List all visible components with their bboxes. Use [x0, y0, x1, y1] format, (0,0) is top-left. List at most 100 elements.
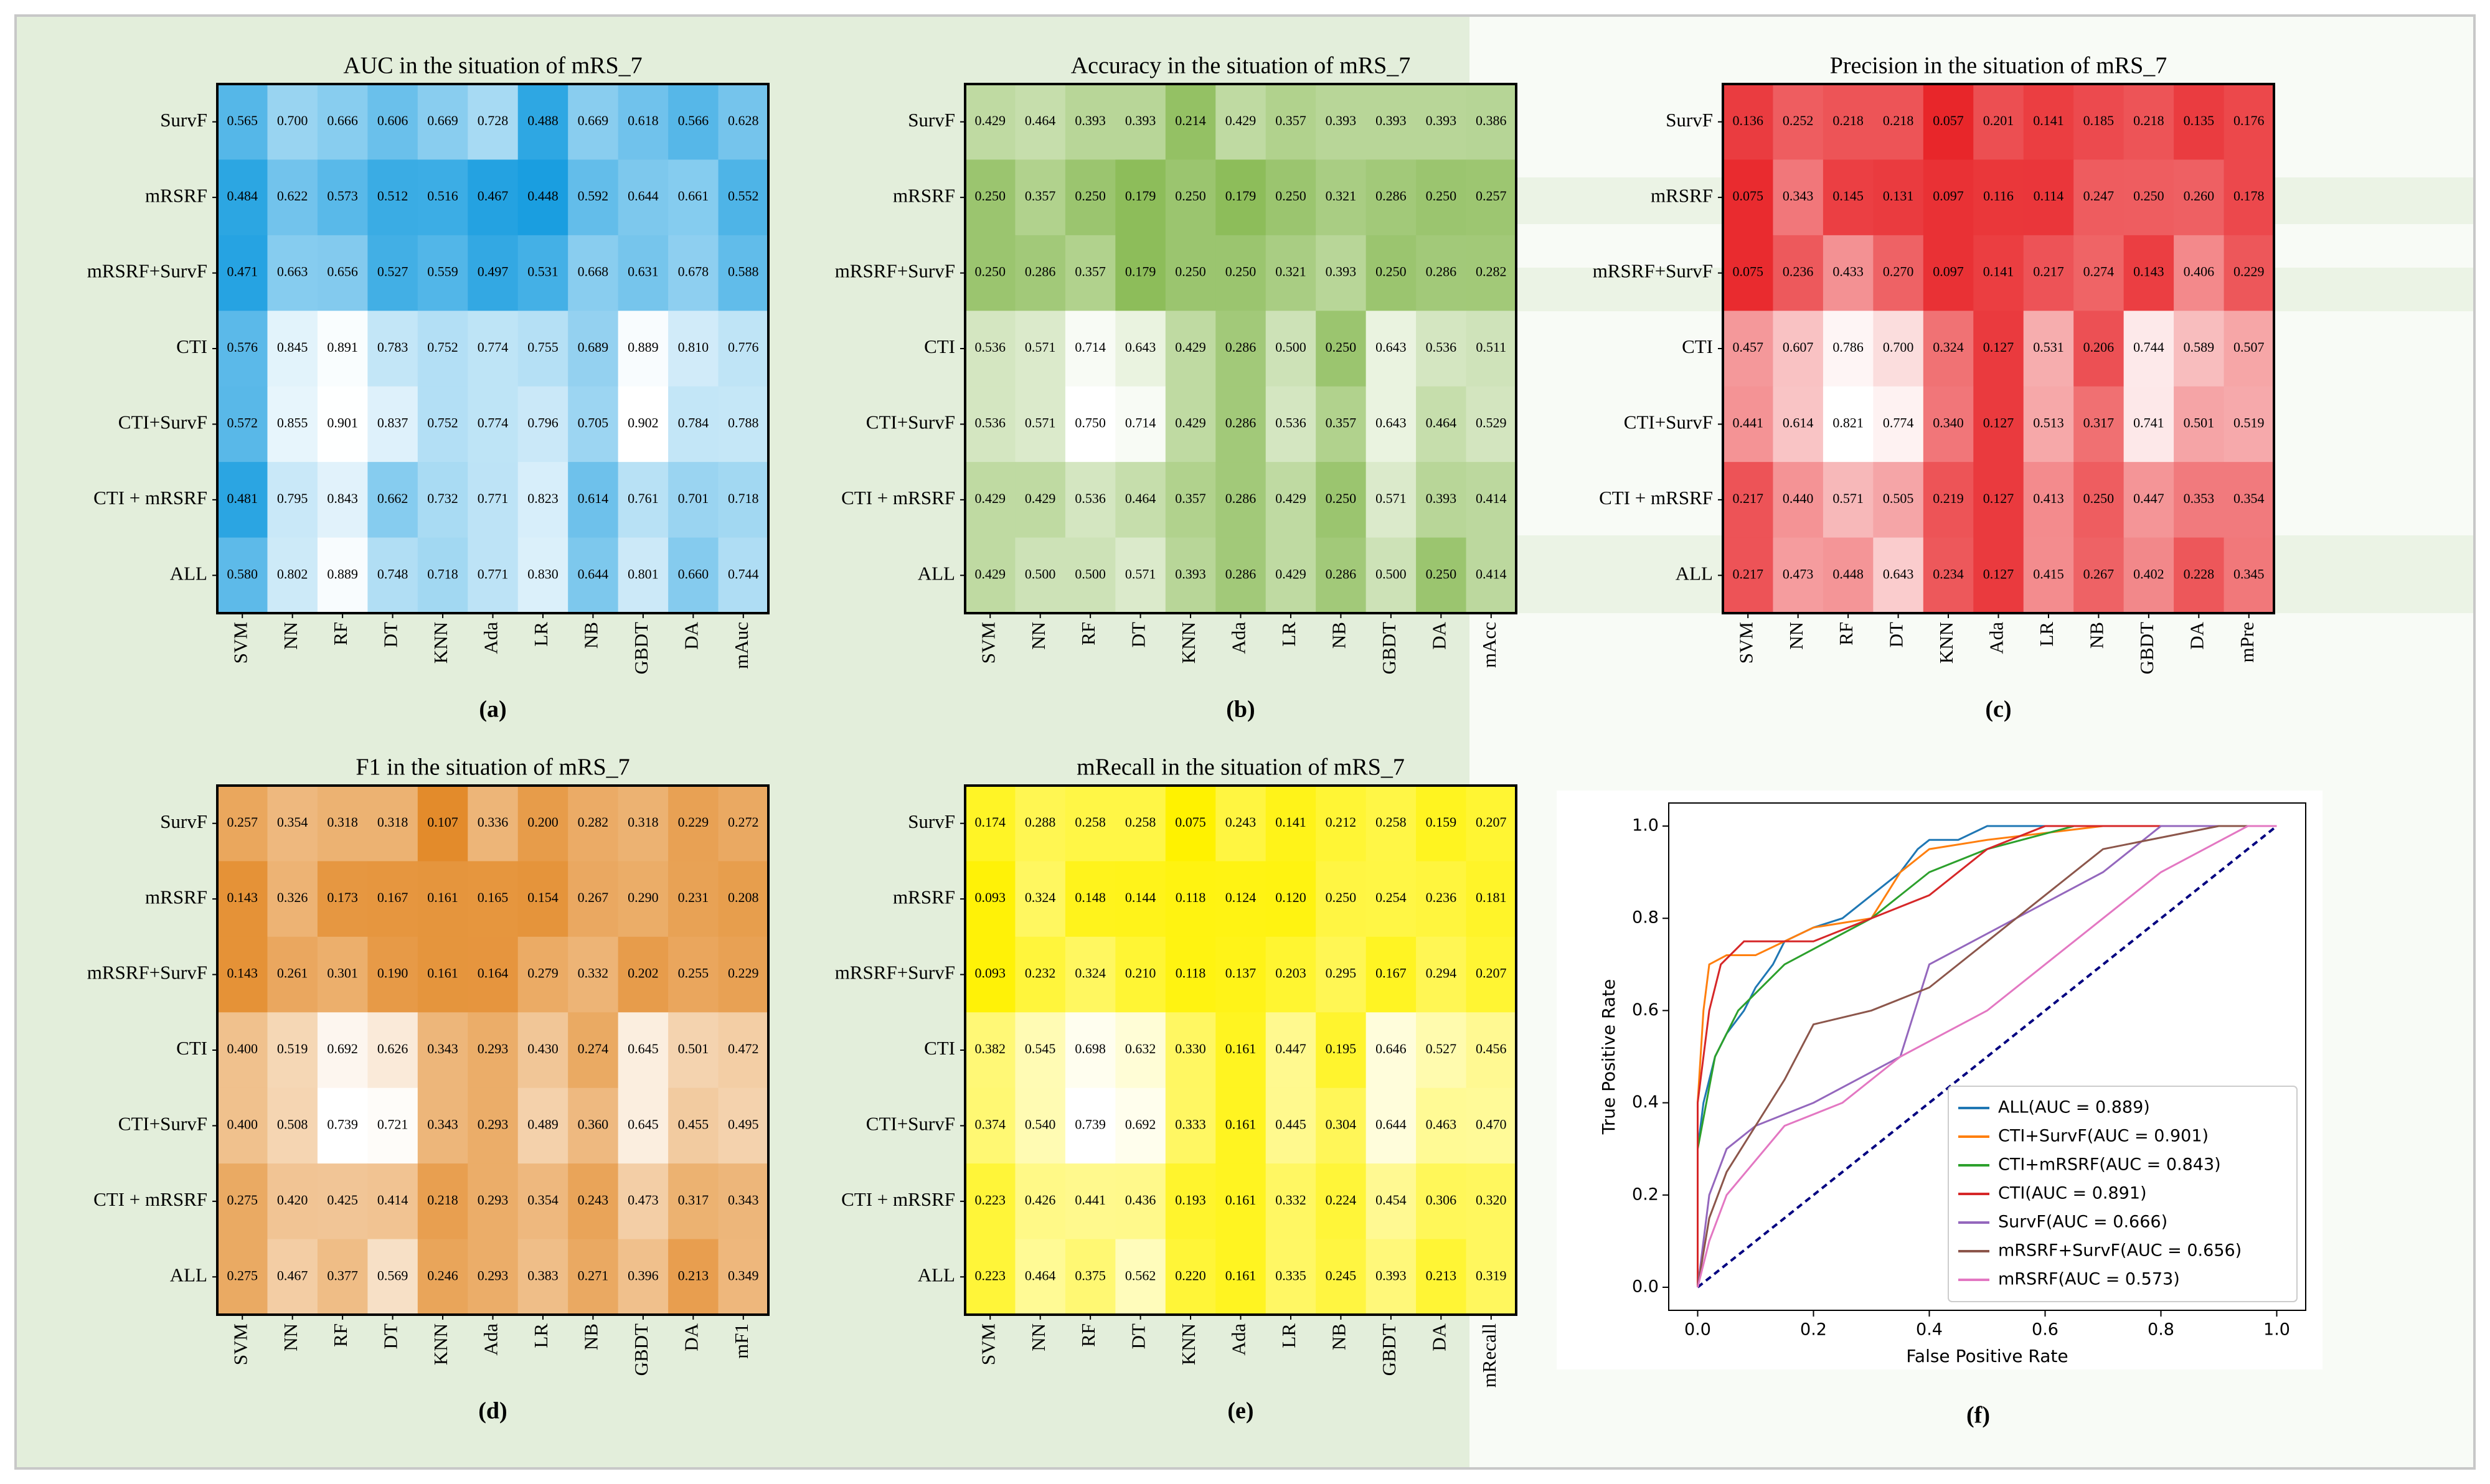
heat-cell	[718, 386, 769, 463]
cell-label: 0.202	[628, 965, 659, 981]
cell-label: 0.286	[1375, 188, 1407, 204]
heat-cell	[1115, 235, 1166, 311]
cell-label: 0.571	[1125, 566, 1156, 581]
cell-label: 0.843	[327, 491, 358, 506]
cell-label: 0.516	[427, 188, 458, 204]
cell-label: 0.250	[1375, 264, 1407, 279]
heat-cell	[1773, 386, 1824, 463]
cell-label: 0.573	[327, 188, 358, 204]
heat-cell	[2123, 311, 2174, 387]
x-tick-label: NN	[1785, 622, 1807, 650]
cell-label: 0.118	[1176, 965, 1206, 981]
heat-cell	[1115, 84, 1166, 160]
heat-cell	[1823, 84, 1874, 160]
y-tick-label: CTI+SurvF	[866, 411, 955, 433]
heat-cell	[1115, 1087, 1166, 1164]
heat-cell	[1973, 537, 2024, 614]
heat-cell	[1773, 462, 1824, 538]
cell-label: 0.127	[1983, 491, 2014, 506]
heat-cell	[1065, 386, 1116, 463]
heat-cell	[517, 1239, 568, 1315]
heat-cell	[668, 786, 719, 862]
cell-label: 0.784	[678, 415, 709, 430]
heat-cell	[468, 1239, 519, 1315]
cell-label: 0.614	[578, 491, 609, 506]
heat-cell	[1873, 537, 1924, 614]
cell-label: 0.250	[1275, 188, 1306, 204]
cell-label: 0.565	[227, 113, 258, 128]
cell-label: 0.614	[1783, 415, 1814, 430]
heat-cell	[1365, 861, 1417, 937]
cell-label: 0.185	[2083, 113, 2115, 128]
heat-cell	[618, 1012, 669, 1089]
heat-cell	[1065, 462, 1116, 538]
cell-label: 0.213	[678, 1267, 709, 1283]
heat-cell	[2073, 311, 2125, 387]
heat-cell	[1923, 84, 1974, 160]
heat-cell	[317, 235, 368, 311]
cell-label: 0.644	[628, 188, 659, 204]
heat-cell	[217, 861, 268, 937]
cell-label: 0.217	[2033, 264, 2064, 279]
cell-label: 0.669	[578, 113, 609, 128]
heat-cell	[1015, 311, 1066, 387]
cell-label: 0.495	[728, 1116, 759, 1132]
cell-label: 0.257	[227, 814, 258, 830]
cell-label: 0.093	[974, 890, 1006, 905]
heat-cell	[317, 159, 368, 236]
cell-label: 0.741	[2133, 415, 2164, 430]
cell-label: 0.666	[327, 113, 358, 128]
cell-label: 0.075	[1175, 814, 1206, 830]
cell-label: 0.294	[1426, 965, 1457, 981]
cell-label: 0.386	[1476, 113, 1507, 128]
heat-cell	[1416, 861, 1467, 937]
heat-cell	[568, 159, 619, 236]
cell-label: 0.250	[1225, 264, 1257, 279]
x-tick-label: Ada	[480, 622, 502, 654]
heat-cell	[417, 537, 468, 614]
cell-label: 0.279	[527, 965, 559, 981]
cell-label: 0.513	[2033, 415, 2064, 430]
cell-label: 0.124	[1225, 890, 1257, 905]
heat-cell	[1973, 235, 2024, 311]
heat-cell	[618, 1087, 669, 1164]
heat-cell	[267, 861, 318, 937]
heat-cell	[618, 936, 669, 1013]
heat-cell	[1416, 235, 1467, 311]
x-tick-label: RF	[1077, 622, 1099, 646]
cell-label: 0.464	[1426, 415, 1457, 430]
heat-cell	[1265, 537, 1316, 614]
heat-cell	[2224, 386, 2275, 463]
chart-title: Accuracy in the situation of mRS_7	[1071, 53, 1411, 79]
heat-cell	[1015, 235, 1066, 311]
cell-label: 0.326	[277, 890, 308, 905]
heat-cell	[668, 1239, 719, 1315]
cell-label: 0.250	[1175, 264, 1206, 279]
heat-cell	[1416, 462, 1467, 538]
x-tick-label: DA	[1428, 621, 1450, 649]
cell-label: 0.236	[1426, 890, 1457, 905]
x-tick-label: NN	[1027, 622, 1049, 650]
cell-label: 0.669	[427, 113, 458, 128]
cell-label: 0.357	[1075, 264, 1106, 279]
heat-cell	[1115, 311, 1166, 387]
cell-label: 0.093	[974, 965, 1006, 981]
cell-label: 0.678	[678, 264, 709, 279]
cell-label: 0.580	[227, 566, 258, 581]
heat-cell	[618, 84, 669, 160]
heat-cell	[1215, 1087, 1266, 1164]
cell-label: 0.354	[2233, 491, 2265, 506]
heat-cell	[1823, 386, 1874, 463]
cell-label: 0.141	[1983, 264, 2014, 279]
cell-label: 0.467	[277, 1267, 308, 1283]
heat-cell	[1265, 786, 1316, 862]
heat-cell	[267, 84, 318, 160]
heat-cell	[417, 1012, 468, 1089]
heat-cell	[267, 159, 318, 236]
cell-label: 0.529	[1476, 415, 1507, 430]
cell-label: 0.218	[427, 1192, 458, 1208]
heat-cell	[568, 386, 619, 463]
cell-label: 0.576	[227, 339, 258, 355]
heat-cell	[217, 1239, 268, 1315]
